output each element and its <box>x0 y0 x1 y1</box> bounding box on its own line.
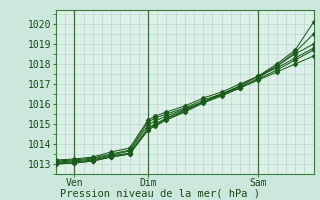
Text: Pression niveau de la mer( hPa ): Pression niveau de la mer( hPa ) <box>60 188 260 198</box>
